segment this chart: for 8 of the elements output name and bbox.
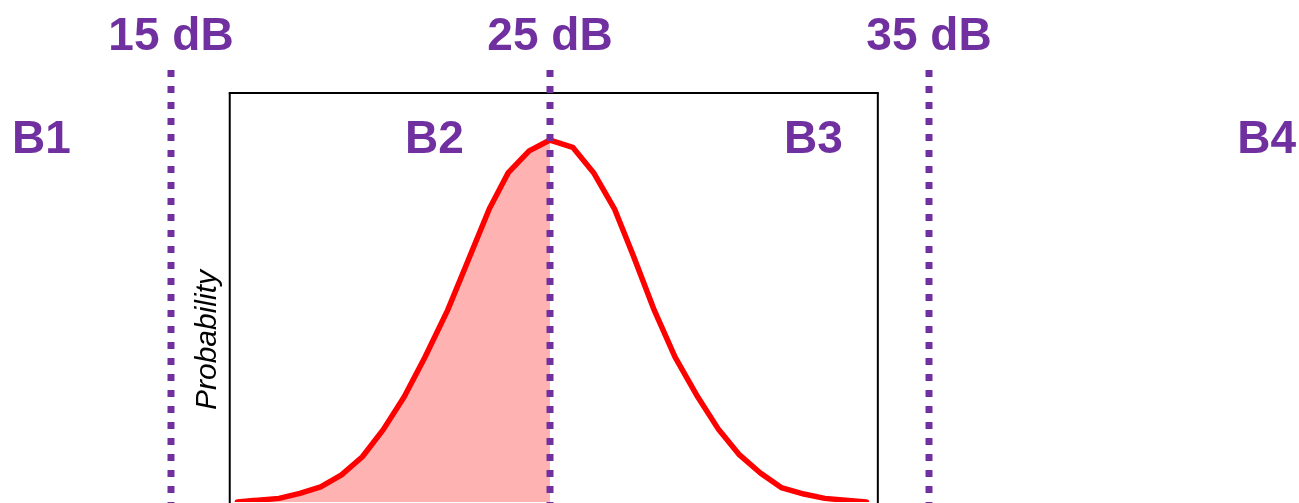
x-tick-label: 15 dB — [108, 8, 234, 60]
y-axis-title: Probability — [188, 267, 222, 411]
text: B4 — [1237, 111, 1297, 163]
x-tick-label: 25 dB — [487, 8, 613, 60]
annotation: B2 — [405, 111, 464, 163]
x-tick-label: 35 dB — [866, 8, 992, 60]
annotation: B3 — [784, 111, 843, 163]
text: B1 — [12, 111, 71, 163]
